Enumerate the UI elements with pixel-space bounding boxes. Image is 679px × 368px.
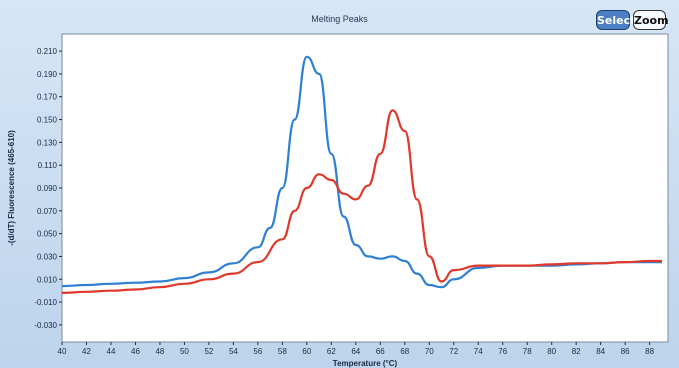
y-tick-label: 0.210 bbox=[37, 47, 58, 56]
x-tick-label: 42 bbox=[82, 347, 91, 356]
x-tick-label: 50 bbox=[180, 347, 189, 356]
x-tick-label: 62 bbox=[327, 347, 336, 356]
select-button[interactable]: Select bbox=[596, 10, 635, 30]
y-tick-label: 0.010 bbox=[37, 275, 58, 284]
x-tick-label: 52 bbox=[204, 347, 213, 356]
y-tick-label: -0.010 bbox=[34, 298, 57, 307]
x-tick-label: 40 bbox=[58, 347, 67, 356]
x-tick-label: 86 bbox=[621, 347, 630, 356]
x-tick-label: 60 bbox=[302, 347, 311, 356]
x-tick-label: 68 bbox=[400, 347, 409, 356]
x-tick-label: 76 bbox=[498, 347, 507, 356]
x-tick-label: 74 bbox=[474, 347, 483, 356]
y-tick-label: -0.030 bbox=[34, 321, 57, 330]
x-tick-label: 88 bbox=[645, 347, 654, 356]
x-tick-label: 70 bbox=[425, 347, 434, 356]
x-tick-label: 72 bbox=[449, 347, 458, 356]
y-tick-label: 0.090 bbox=[37, 184, 58, 193]
y-tick-label: 0.150 bbox=[37, 116, 58, 125]
x-axis-title: Temperature (°C) bbox=[333, 359, 398, 368]
x-tick-label: 54 bbox=[229, 347, 238, 356]
y-tick-label: 0.170 bbox=[37, 93, 58, 102]
x-tick-label: 56 bbox=[253, 347, 262, 356]
x-tick-label: 58 bbox=[278, 347, 287, 356]
x-tick-label: 84 bbox=[596, 347, 605, 356]
x-tick-label: 82 bbox=[572, 347, 581, 356]
y-tick-label: 0.030 bbox=[37, 252, 58, 261]
y-tick-label: 0.050 bbox=[37, 230, 58, 239]
series-line bbox=[61, 109, 662, 294]
y-tick-label: 0.110 bbox=[38, 161, 58, 170]
axis-layer: 40 42 44 46 48 50 52 54 56 58 60 62 64 66 68 70 72 74 76 78… bbox=[34, 47, 654, 356]
x-tick-label: 48 bbox=[155, 347, 164, 356]
y-tick-label: 0.130 bbox=[37, 138, 58, 147]
x-tick-label: 80 bbox=[547, 347, 556, 356]
zoom-button[interactable]: Zoom bbox=[633, 10, 669, 30]
chart-title: Melting Peaks bbox=[311, 14, 368, 24]
y-tick-label: 0.190 bbox=[37, 70, 58, 79]
series-layer bbox=[61, 55, 662, 294]
y-tick-label: 0.070 bbox=[37, 207, 58, 216]
x-tick-label: 44 bbox=[107, 347, 116, 356]
x-tick-label: 66 bbox=[376, 347, 385, 356]
y-axis-title: -(d/dT) Fluorescence (465-610) bbox=[7, 130, 16, 246]
x-tick-label: 64 bbox=[351, 347, 360, 356]
x-tick-label: 78 bbox=[523, 347, 532, 356]
x-tick-label: 46 bbox=[131, 347, 140, 356]
